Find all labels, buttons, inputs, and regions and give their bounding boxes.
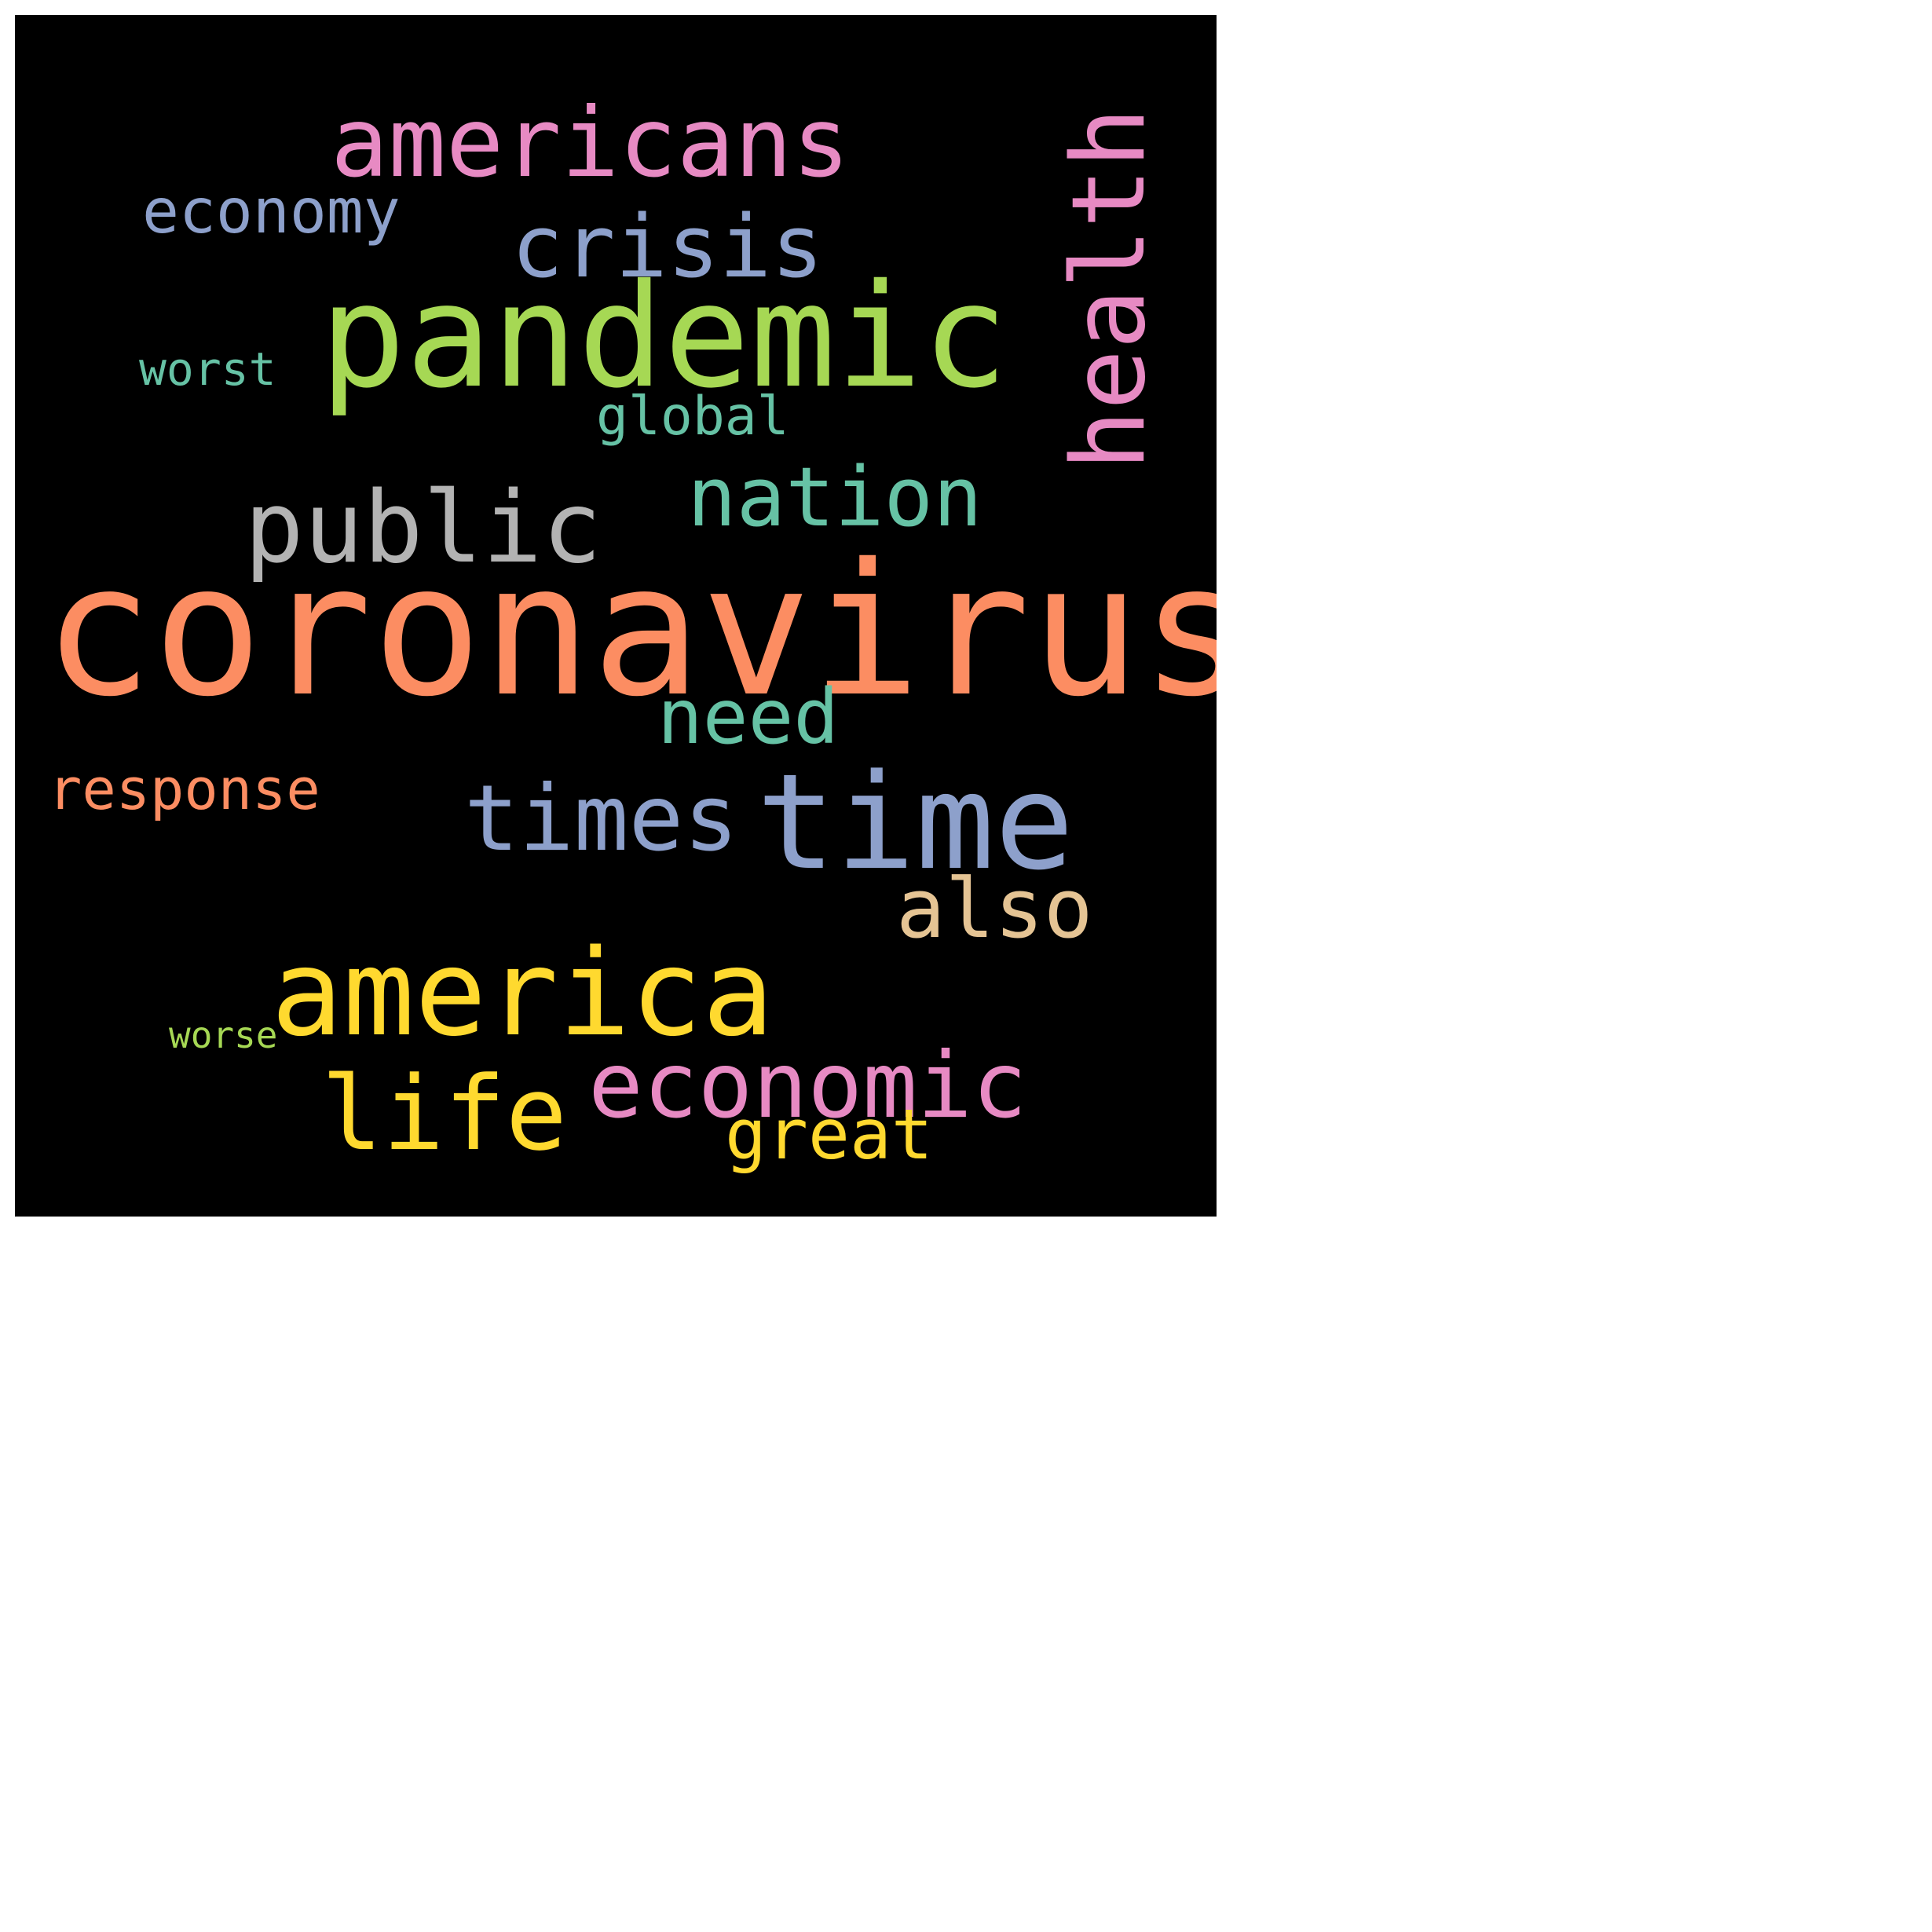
word-time: time: [756, 745, 1074, 899]
word-response: response: [48, 756, 320, 822]
word-economy: economy: [142, 177, 401, 247]
word-public: public: [244, 470, 602, 585]
word-worse: worse: [169, 1014, 278, 1056]
word-life: life: [321, 1054, 568, 1173]
word-americans: americans: [331, 87, 851, 199]
word-great: great: [725, 1094, 933, 1175]
word-america: america: [271, 924, 774, 1063]
word-nation: nation: [687, 449, 982, 545]
word-pandemic: pandemic: [320, 253, 1008, 419]
word-times: times: [464, 766, 739, 872]
word-worst: worst: [139, 342, 276, 396]
word-economic: economic: [588, 1033, 1027, 1139]
word-cloud-canvas: americans economy crisis pandemic worst …: [15, 15, 1217, 1217]
word-coronavirus: coronavirus: [43, 525, 1217, 737]
word-health: health: [1051, 107, 1168, 470]
word-global: global: [596, 386, 789, 448]
word-also: also: [896, 861, 1093, 957]
word-need: need: [657, 673, 840, 761]
word-crisis: crisis: [511, 196, 824, 297]
